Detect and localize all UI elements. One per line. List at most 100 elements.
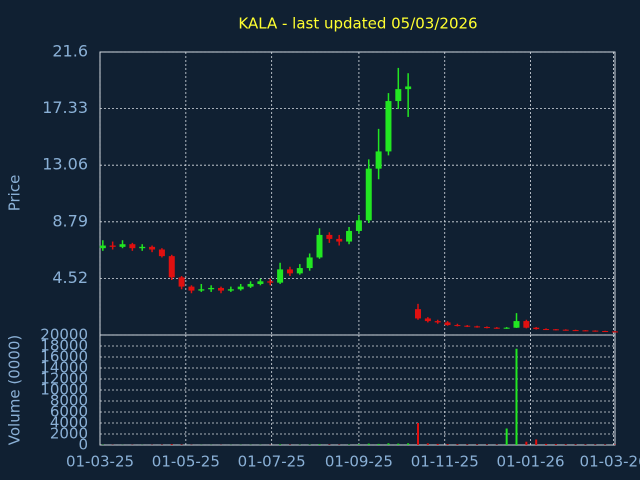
candle-body xyxy=(424,318,431,322)
volume-tick-label: 4000 xyxy=(50,414,88,432)
candle-body xyxy=(375,151,382,169)
volume-bar xyxy=(407,443,410,445)
volume-bar xyxy=(525,441,528,445)
volume-tick-label: 18000 xyxy=(40,337,88,355)
candle-body xyxy=(444,322,451,326)
x-tick-label: 01-09-25 xyxy=(325,453,393,471)
candle-body xyxy=(602,331,609,333)
candle-body xyxy=(306,257,313,269)
candle-body xyxy=(523,321,530,328)
volume-bar xyxy=(574,444,577,445)
y-tick-label: 4.52 xyxy=(52,268,88,287)
y-tick-label: 21.6 xyxy=(52,42,88,61)
volume-bar xyxy=(279,444,282,445)
volume-bar xyxy=(436,443,439,445)
candle-body xyxy=(513,321,520,328)
y-tick-label: 17.33 xyxy=(42,98,88,117)
volume-bar xyxy=(456,444,459,445)
volume-bar xyxy=(446,444,449,445)
candle-body xyxy=(612,331,618,333)
y-tick-label: 8.79 xyxy=(52,211,88,230)
candle-body xyxy=(218,287,225,291)
volume-bar xyxy=(387,443,390,445)
volume-tick-label: 8000 xyxy=(50,392,88,410)
candle-body xyxy=(543,329,550,331)
volume-bar xyxy=(554,444,557,445)
candle-body xyxy=(237,286,244,290)
x-tick-label: 01-03-26 xyxy=(580,453,640,471)
candle-body xyxy=(277,269,284,283)
candle-body xyxy=(434,321,441,323)
candle-body xyxy=(464,325,471,327)
volume-tick-label: 6000 xyxy=(50,403,88,421)
volume-bar xyxy=(466,444,469,445)
volume-tick-label: 12000 xyxy=(40,370,88,388)
candle-body xyxy=(365,168,372,221)
x-tick-label: 01-01-26 xyxy=(497,453,565,471)
candle-body xyxy=(139,246,146,249)
candle-body xyxy=(552,329,559,331)
volume-bar xyxy=(535,439,538,445)
x-tick-label: 01-05-25 xyxy=(152,453,220,471)
candle-body xyxy=(474,326,481,328)
candle-body xyxy=(119,244,126,247)
volume-tick-label: 0 xyxy=(78,436,88,454)
volume-axis-title: Volume (0000) xyxy=(6,335,24,445)
candle-body xyxy=(109,245,116,247)
candle-body xyxy=(267,281,274,283)
volume-tick-label: 14000 xyxy=(40,359,88,377)
chart-title: KALA - last updated 05/03/2026 xyxy=(238,15,477,33)
candle-body xyxy=(168,256,175,278)
volume-bar xyxy=(170,444,173,445)
volume-bar xyxy=(476,444,479,445)
candle-body xyxy=(158,249,165,257)
candle-body xyxy=(395,89,402,102)
candle-body xyxy=(355,220,362,231)
candle-body xyxy=(533,327,540,330)
candle-body xyxy=(385,101,392,152)
candle-body xyxy=(198,289,205,291)
volume-tick-label: 16000 xyxy=(40,348,88,366)
volume-bar xyxy=(397,443,400,445)
volume-bar xyxy=(505,428,508,445)
candle-body xyxy=(405,86,412,90)
candle-body xyxy=(503,327,510,329)
volume-bar xyxy=(357,444,360,445)
candle-body xyxy=(99,245,106,249)
volume-bar xyxy=(564,444,567,445)
candle-body xyxy=(454,325,461,327)
candle-body xyxy=(178,277,185,287)
volume-bar xyxy=(377,443,380,445)
candle-body xyxy=(296,268,303,274)
candle-body xyxy=(129,244,136,249)
volume-bar xyxy=(515,348,518,445)
candle-body xyxy=(562,329,569,331)
candle-body xyxy=(572,330,579,332)
candle-body xyxy=(326,234,333,239)
volume-bar xyxy=(426,443,429,445)
candle-body xyxy=(208,287,215,290)
volume-bar xyxy=(367,443,370,445)
candle-body xyxy=(247,283,254,287)
x-tick-label: 01-03-25 xyxy=(66,453,134,471)
candle-body xyxy=(286,269,293,274)
volume-bar xyxy=(318,444,321,445)
candle-body xyxy=(592,330,599,332)
candle-body xyxy=(336,238,343,242)
candle-body xyxy=(582,330,589,332)
x-tick-label: 01-11-25 xyxy=(411,453,479,471)
volume-bar xyxy=(545,443,548,445)
candle-body xyxy=(483,327,490,329)
candle-body xyxy=(415,309,422,319)
candle-body xyxy=(493,327,500,329)
y-axis-title: Price xyxy=(6,175,24,212)
candle-body xyxy=(188,286,195,291)
volume-tick-label: 10000 xyxy=(40,381,88,399)
candle-body xyxy=(149,246,156,250)
candle-body xyxy=(346,230,353,242)
candle-body xyxy=(257,281,264,284)
candle-body xyxy=(316,234,323,258)
volume-tick-label: 20000 xyxy=(40,326,88,344)
volume-bar xyxy=(417,423,420,445)
